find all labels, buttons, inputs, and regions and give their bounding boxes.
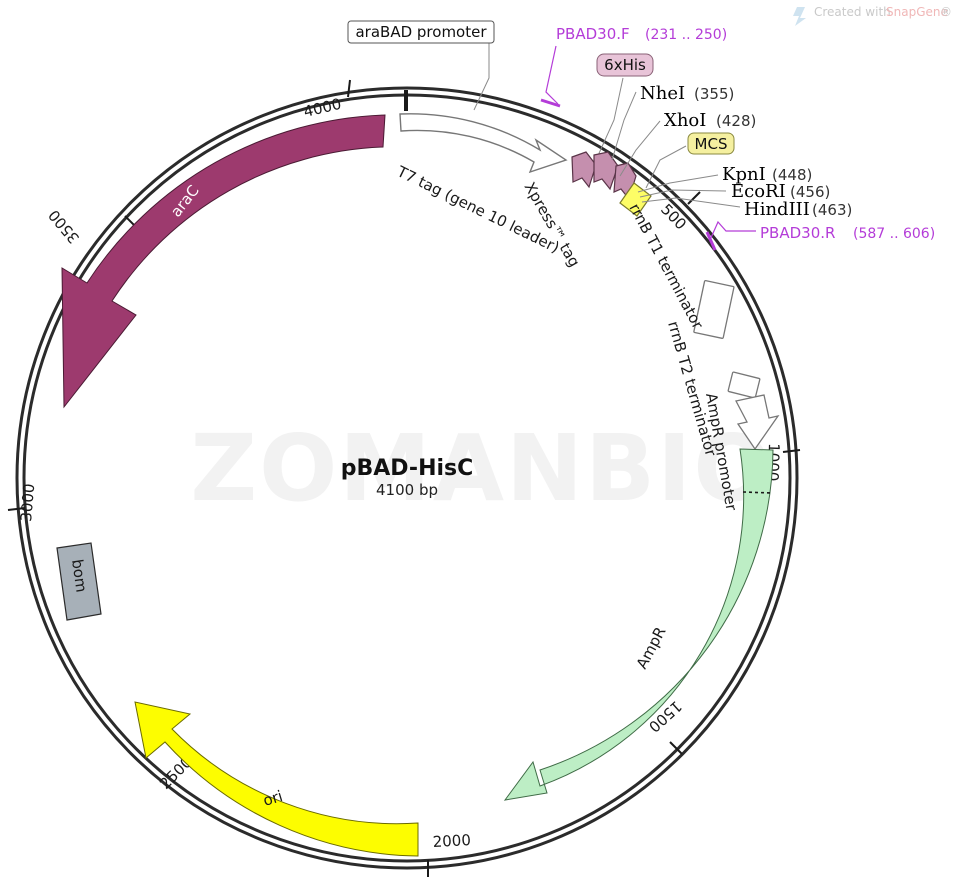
- leader-mcs: [645, 145, 687, 189]
- restriction-site-hindiii[interactable]: HindIII (463): [744, 199, 852, 220]
- primer-pbad30-f[interactable]: PBAD30.F (231 .. 250): [540, 25, 727, 108]
- watermark-text: ZOMANBIO: [190, 415, 773, 522]
- label-box-mcs[interactable]: MCS: [687, 132, 735, 155]
- feature-label-ori: ori: [261, 787, 285, 810]
- primer-pbad30-r[interactable]: PBAD30.R (587 .. 606): [705, 220, 935, 251]
- site-pos-nhei: (355): [694, 85, 734, 103]
- credit-suffix: ®: [940, 5, 952, 19]
- page-title: pBAD-HisC: [341, 456, 474, 481]
- feature-arac[interactable]: araC: [61, 114, 386, 409]
- tick-label-2000: 2000: [432, 831, 471, 851]
- tick-mark-3000: [7, 507, 26, 511]
- feature-label-bom: bom: [68, 558, 90, 593]
- label-box-6xhis[interactable]: 6xHis: [596, 53, 654, 77]
- site-name-kpni: KpnI: [722, 164, 766, 185]
- site-pos-ecori: (456): [790, 183, 830, 201]
- restriction-site-kpni[interactable]: KpnI (448): [722, 164, 812, 185]
- site-name-nhei: NheI: [640, 83, 685, 104]
- snapgene-credit: Created with SnapGene ®: [793, 5, 952, 26]
- restriction-site-xhoi[interactable]: XhoI (428): [664, 110, 756, 131]
- feature-label-ampr: AmpR: [633, 624, 670, 672]
- leader-arabad-promoter: [473, 40, 490, 111]
- label-mcs: MCS: [695, 135, 728, 153]
- tick-mark-500: [687, 191, 701, 205]
- site-pos-xhoi: (428): [716, 112, 756, 130]
- leader-6xhis: [595, 77, 624, 161]
- restriction-site-leaders: [611, 91, 741, 208]
- plasmid-size: 4100 bp: [376, 481, 438, 499]
- label-box-arabad-promoter[interactable]: araBAD promoter: [347, 20, 495, 44]
- tick-mark-4000: [347, 79, 351, 98]
- credit-brand: SnapGene: [886, 5, 948, 19]
- restriction-site-nhei[interactable]: NheI (355): [640, 83, 734, 104]
- site-pos-hindiii: (463): [812, 201, 852, 219]
- site-name-ecori: EcoRI: [731, 181, 786, 202]
- label-6xhis: 6xHis: [604, 56, 646, 74]
- primer-name-pbad30-f: PBAD30.F: [556, 25, 630, 43]
- tick-mark-1500: [669, 741, 683, 755]
- primer-range-pbad30-r: (587 .. 606): [853, 226, 935, 242]
- plasmid-title-group: pBAD-HisC 4100 bp: [341, 456, 474, 499]
- feature-bom[interactable]: bom: [56, 542, 102, 621]
- credit-prefix: Created with: [814, 5, 891, 19]
- site-name-hindiii: HindIII: [744, 199, 810, 220]
- tick-label-3000: 3000: [17, 483, 38, 523]
- primer-mark-pbad30-r: [705, 231, 717, 251]
- feature-ori[interactable]: ori: [134, 701, 419, 857]
- label-arabad-promoter: araBAD promoter: [355, 23, 487, 41]
- feature-6xhis[interactable]: [571, 151, 597, 189]
- tick-mark-1000: [782, 449, 801, 453]
- snapgene-logo-icon: [793, 7, 806, 26]
- feature-mcs[interactable]: [619, 182, 652, 217]
- tick-label-4000: 4000: [302, 95, 343, 121]
- site-name-xhoi: XhoI: [664, 110, 706, 131]
- restriction-site-ecori[interactable]: EcoRI (456): [731, 181, 830, 202]
- primer-mark-pbad30-f: [540, 98, 561, 108]
- tick-label-3500: 3500: [45, 206, 83, 247]
- primer-name-pbad30-r: PBAD30.R: [760, 224, 835, 242]
- ampr-promoter-divider: [742, 491, 773, 494]
- primer-range-pbad30-f: (231 .. 250): [645, 27, 727, 43]
- site-pos-kpni: (448): [772, 166, 812, 184]
